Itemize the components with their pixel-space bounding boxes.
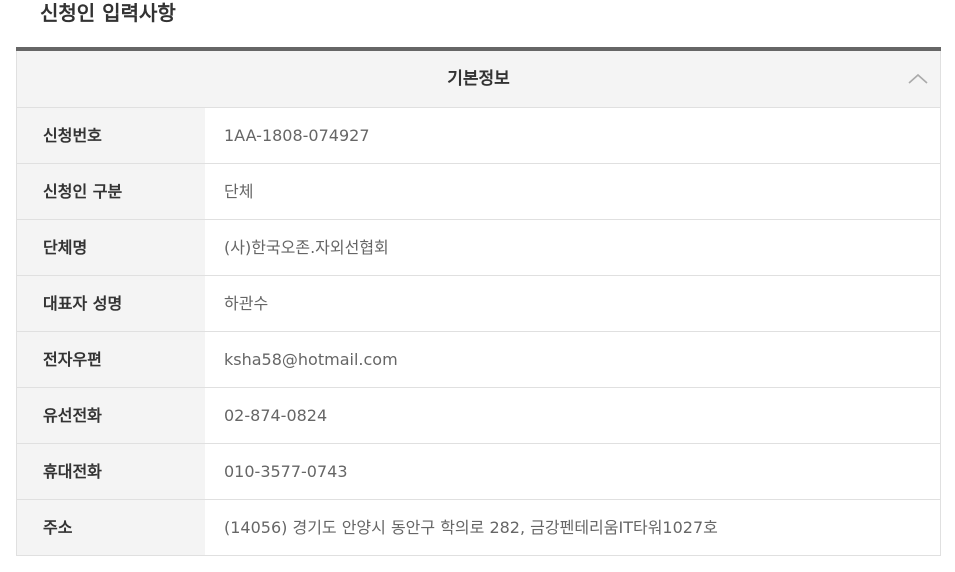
page-title: 신청인 입력사항 xyxy=(40,1,176,25)
section-header[interactable]: 기본정보 xyxy=(16,51,941,108)
chevron-up-icon[interactable] xyxy=(906,67,930,91)
info-row: 단체명 (사)한국오존.자외선협회 xyxy=(16,220,941,276)
row-value: 02-874-0824 xyxy=(205,388,940,443)
info-row: 대표자 성명 하관수 xyxy=(16,276,941,332)
row-label: 주소 xyxy=(17,500,205,555)
info-row: 신청인 구분 단체 xyxy=(16,164,941,220)
row-value: 010-3577-0743 xyxy=(205,444,940,499)
row-label: 신청인 구분 xyxy=(17,164,205,219)
info-row: 주소 (14056) 경기도 안양시 동안구 학의로 282, 금강펜테리움IT타… xyxy=(16,500,941,556)
info-row: 휴대전화 010-3577-0743 xyxy=(16,444,941,500)
row-label: 전자우편 xyxy=(17,332,205,387)
info-row: 전자우편 ksha58@hotmail.com xyxy=(16,332,941,388)
row-value: 단체 xyxy=(205,164,940,219)
info-row: 신청번호 1AA-1808-074927 xyxy=(16,108,941,164)
row-label: 단체명 xyxy=(17,220,205,275)
row-label: 대표자 성명 xyxy=(17,276,205,331)
row-value: (사)한국오존.자외선협회 xyxy=(205,220,940,275)
row-label: 휴대전화 xyxy=(17,444,205,499)
row-value: 1AA-1808-074927 xyxy=(205,108,940,163)
row-value: 하관수 xyxy=(205,276,940,331)
row-label: 신청번호 xyxy=(17,108,205,163)
info-row: 유선전화 02-874-0824 xyxy=(16,388,941,444)
row-value: (14056) 경기도 안양시 동안구 학의로 282, 금강펜테리움IT타워1… xyxy=(205,500,940,555)
row-label: 유선전화 xyxy=(17,388,205,443)
section-title: 기본정보 xyxy=(447,69,510,89)
row-value: ksha58@hotmail.com xyxy=(205,332,940,387)
basic-info-panel: 기본정보 신청번호 1AA-1808-074927 신청인 구분 단체 단체명 (사)한국… xyxy=(16,47,941,556)
